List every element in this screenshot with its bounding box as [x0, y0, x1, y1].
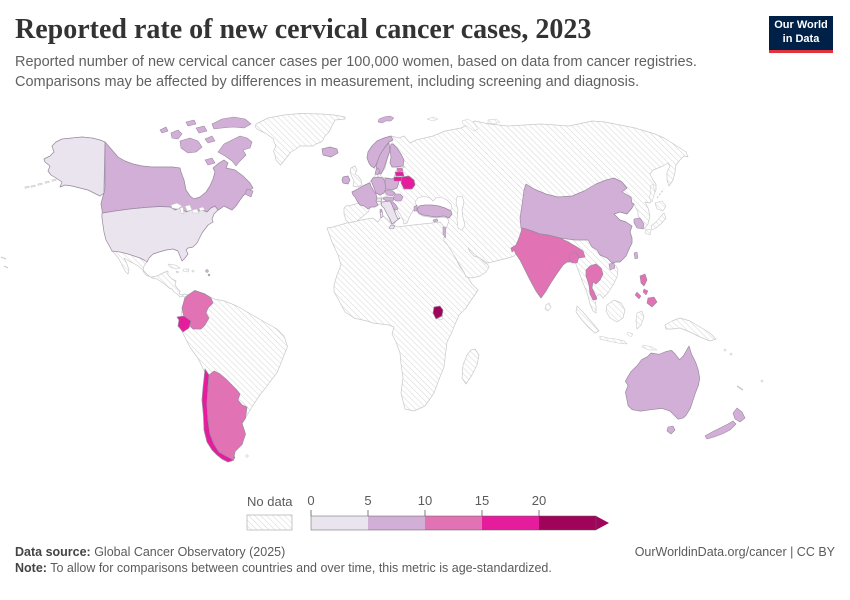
svg-text:20: 20 [532, 493, 546, 508]
svg-text:15: 15 [475, 493, 489, 508]
svg-text:10: 10 [418, 493, 432, 508]
svg-text:5: 5 [364, 493, 371, 508]
svg-text:0: 0 [307, 493, 314, 508]
